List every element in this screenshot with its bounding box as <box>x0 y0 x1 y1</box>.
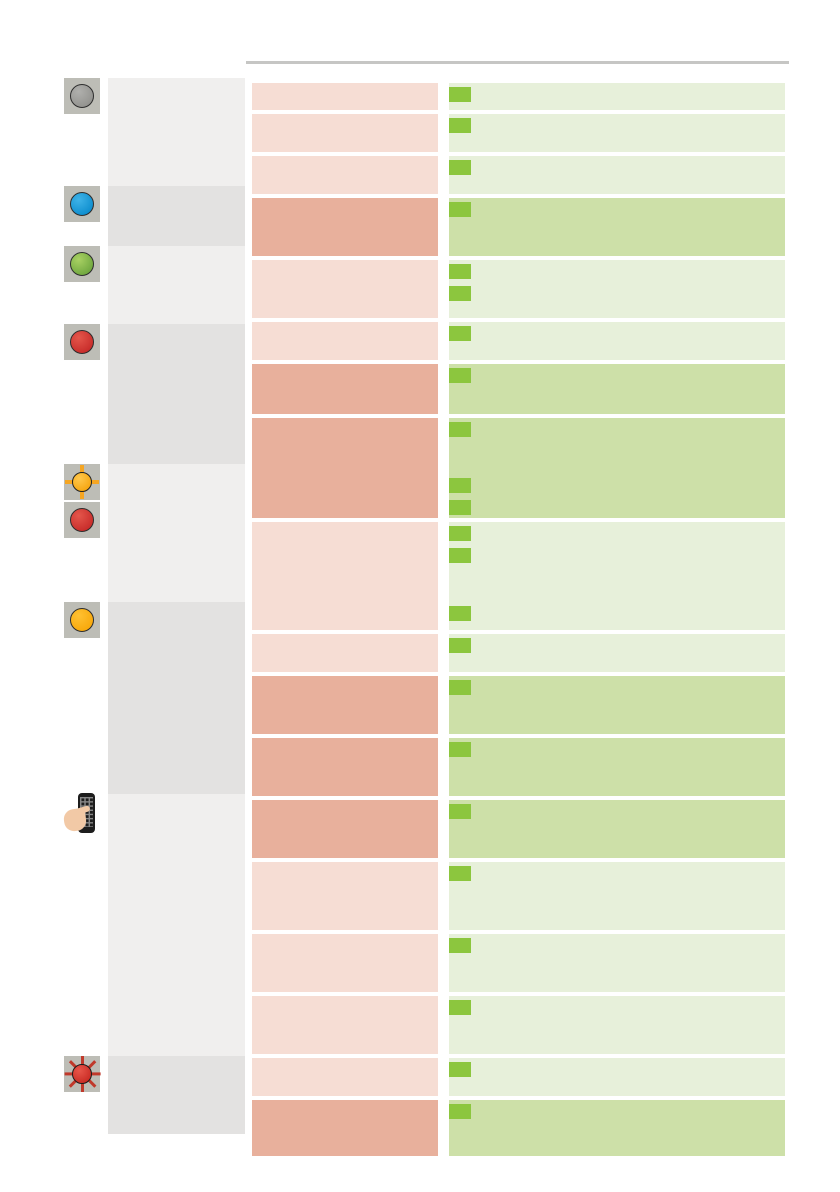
green-bullet-marker <box>449 264 471 279</box>
crosshair-glyph <box>65 465 99 499</box>
category-band[interactable] <box>108 246 245 324</box>
issue-row[interactable] <box>252 418 438 518</box>
resolution-row[interactable] <box>449 156 785 194</box>
green-bullet-marker <box>449 680 471 695</box>
green-bullet-marker <box>449 1104 471 1119</box>
resolution-row[interactable] <box>449 934 785 992</box>
issue-row[interactable] <box>252 114 438 152</box>
issue-row[interactable] <box>252 1058 438 1096</box>
sunburst-glyph <box>64 1056 101 1092</box>
status-dot-blue-glyph <box>70 192 94 216</box>
resolution-row[interactable] <box>449 996 785 1054</box>
category-band[interactable] <box>108 602 245 794</box>
green-bullet-marker <box>449 326 471 341</box>
issue-row[interactable] <box>252 934 438 992</box>
issue-row[interactable] <box>252 198 438 256</box>
category-band[interactable] <box>108 794 245 1056</box>
status-dot-red-2-glyph <box>70 508 94 532</box>
green-bullet-marker <box>449 118 471 133</box>
resolution-row[interactable] <box>449 260 785 318</box>
issue-row[interactable] <box>252 322 438 360</box>
remote-control-hand-icon[interactable] <box>62 793 100 837</box>
green-bullet-marker <box>449 422 471 437</box>
resolution-column <box>449 78 785 1156</box>
remote-control-glyph <box>62 793 100 837</box>
resolution-row[interactable] <box>449 800 785 858</box>
issue-row[interactable] <box>252 862 438 930</box>
issue-row[interactable] <box>252 676 438 734</box>
category-band[interactable] <box>108 464 245 602</box>
resolution-row[interactable] <box>449 862 785 930</box>
status-dot-orange-glyph <box>70 608 94 632</box>
resolution-row[interactable] <box>449 634 785 672</box>
status-dot-green[interactable] <box>64 246 100 282</box>
green-bullet-marker <box>449 526 471 541</box>
status-icon-column <box>60 78 104 1134</box>
green-bullet-marker <box>449 368 471 383</box>
green-bullet-marker <box>449 286 471 301</box>
issue-row[interactable] <box>252 83 438 110</box>
status-dot-green-glyph <box>70 252 94 276</box>
issue-row[interactable] <box>252 260 438 318</box>
issue-row[interactable] <box>252 634 438 672</box>
status-dot-gray-glyph <box>70 84 94 108</box>
resolution-row[interactable] <box>449 114 785 152</box>
status-dot-red[interactable] <box>64 324 100 360</box>
category-column <box>108 78 245 1134</box>
resolution-row[interactable] <box>449 738 785 796</box>
header-rule <box>246 61 789 64</box>
category-band[interactable] <box>108 324 245 464</box>
category-band[interactable] <box>108 78 245 186</box>
green-bullet-marker <box>449 87 471 102</box>
status-dot-blue[interactable] <box>64 186 100 222</box>
issue-row[interactable] <box>252 522 438 630</box>
green-bullet-marker <box>449 606 471 621</box>
green-bullet-marker <box>449 1062 471 1077</box>
issue-row[interactable] <box>252 1100 438 1156</box>
status-dot-gray[interactable] <box>64 78 100 114</box>
green-bullet-marker <box>449 160 471 175</box>
resolution-row[interactable] <box>449 83 785 110</box>
status-dot-orange[interactable] <box>64 602 100 638</box>
green-bullet-marker <box>449 1000 471 1015</box>
green-bullet-marker <box>449 548 471 563</box>
category-band[interactable] <box>108 186 245 246</box>
crosshair-target-icon[interactable] <box>64 464 100 500</box>
resolution-row[interactable] <box>449 1058 785 1096</box>
issue-row[interactable] <box>252 738 438 796</box>
issue-row[interactable] <box>252 800 438 858</box>
resolution-row[interactable] <box>449 1100 785 1156</box>
resolution-row[interactable] <box>449 364 785 414</box>
green-bullet-marker <box>449 478 471 493</box>
green-bullet-marker <box>449 938 471 953</box>
status-dot-red-glyph <box>70 330 94 354</box>
red-sunburst-icon[interactable] <box>64 1056 101 1092</box>
issue-row[interactable] <box>252 156 438 194</box>
resolution-row[interactable] <box>449 676 785 734</box>
status-dot-red-2[interactable] <box>64 502 100 538</box>
resolution-row[interactable] <box>449 198 785 256</box>
issue-row[interactable] <box>252 364 438 414</box>
green-bullet-marker <box>449 742 471 757</box>
green-bullet-marker <box>449 866 471 881</box>
category-band[interactable] <box>108 1056 245 1134</box>
green-bullet-marker <box>449 638 471 653</box>
issue-row[interactable] <box>252 996 438 1054</box>
green-bullet-marker <box>449 202 471 217</box>
green-bullet-marker <box>449 804 471 819</box>
issue-column <box>252 78 438 1156</box>
resolution-row[interactable] <box>449 418 785 518</box>
resolution-row[interactable] <box>449 322 785 360</box>
resolution-row[interactable] <box>449 522 785 630</box>
green-bullet-marker <box>449 500 471 515</box>
